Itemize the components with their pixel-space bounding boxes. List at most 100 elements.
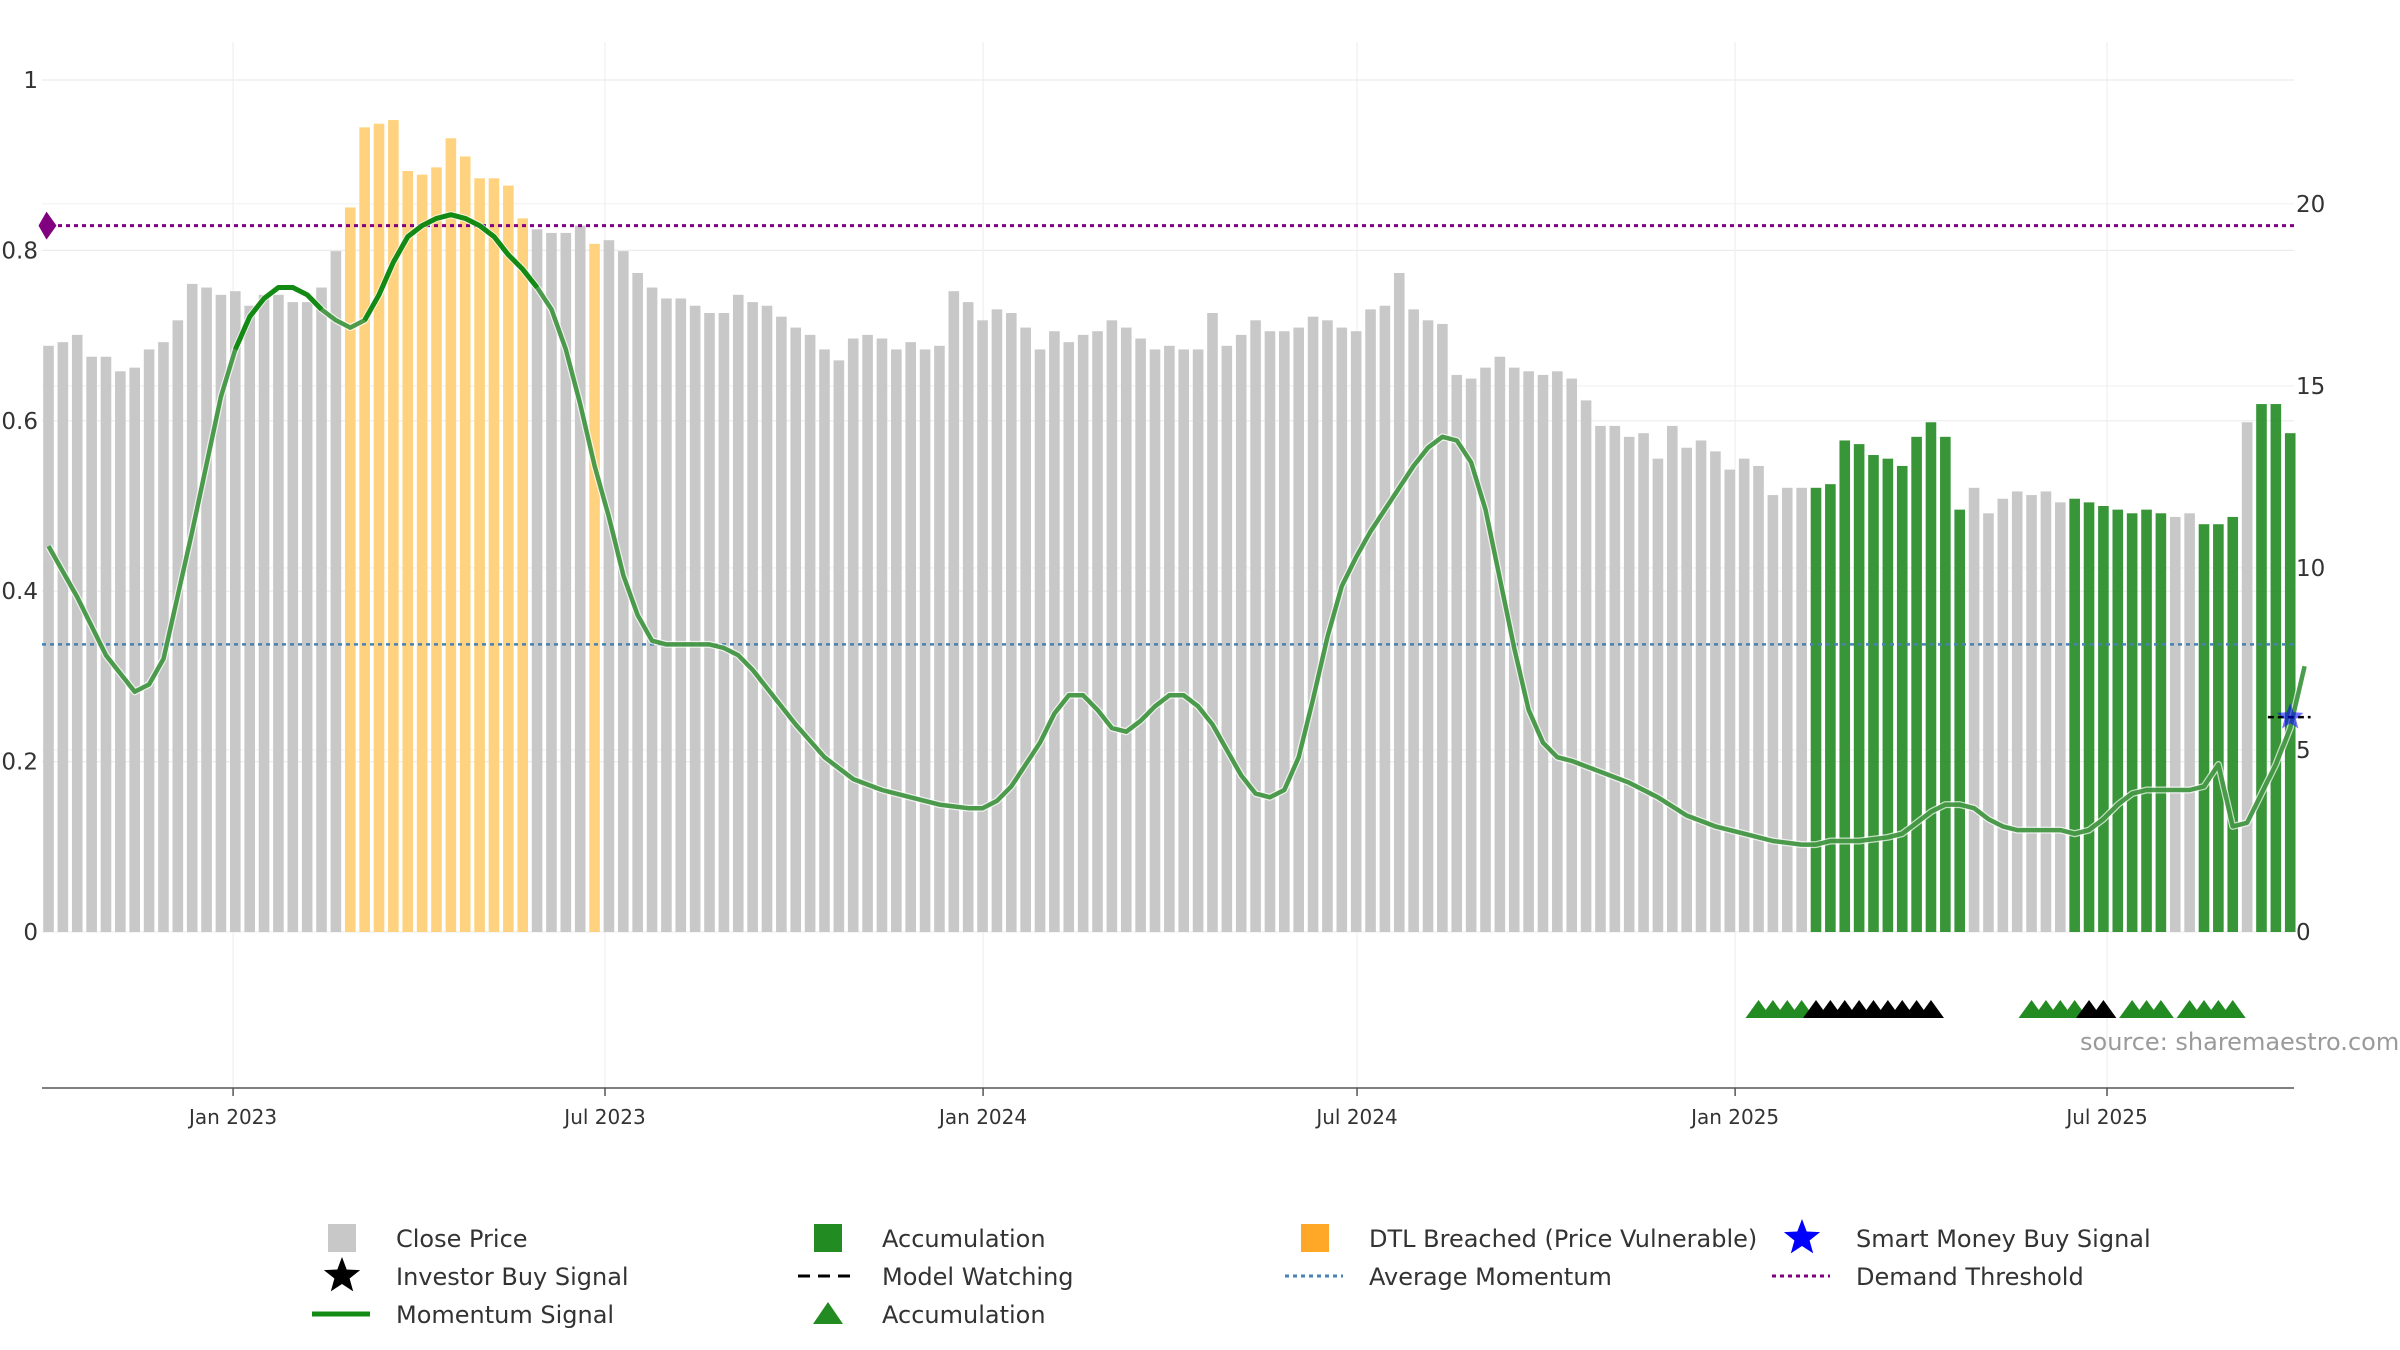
- close-price-bar: [1077, 334, 1089, 932]
- close-price-bar: [273, 294, 284, 932]
- investor-signal-marker: [1917, 1000, 1944, 1018]
- close-price-bar: [1164, 345, 1175, 932]
- accumulation-bar: [1925, 422, 1937, 932]
- close-price-bar: [1207, 313, 1218, 932]
- legend-item-watching: Model Watching: [798, 1263, 1074, 1291]
- close-price-bar: [1149, 349, 1161, 932]
- close-price-bar: [2040, 491, 2052, 932]
- close-price-bar: [804, 334, 816, 932]
- close-price-bar: [1365, 309, 1376, 932]
- close-price-bar: [776, 316, 787, 933]
- close-price-bar: [934, 345, 945, 932]
- legend-label: Average Momentum: [1369, 1263, 1612, 1291]
- close-price-swatch: [328, 1224, 356, 1252]
- close-price-bar: [603, 240, 615, 932]
- close-price-bar: [43, 345, 54, 932]
- close-price-bar: [1293, 327, 1304, 933]
- legend-item-smart: Smart Money Buy Signal: [1783, 1219, 2151, 1254]
- close-price-bar: [1580, 400, 1592, 932]
- close-price-bar: [1020, 327, 1031, 933]
- right-tick-label: 15: [2296, 374, 2325, 400]
- legend-label: Accumulation: [882, 1225, 1046, 1253]
- accumulation-bar: [1839, 440, 1851, 932]
- demand-threshold-marker: [38, 211, 57, 240]
- legend-label: Smart Money Buy Signal: [1856, 1225, 2151, 1253]
- close-price-bar: [158, 342, 169, 933]
- close-price-bar: [1307, 316, 1319, 933]
- accumulation-bar: [1868, 455, 1879, 932]
- close-price-bar: [100, 356, 112, 932]
- close-price-bar: [301, 302, 313, 933]
- close-price-bar: [991, 309, 1003, 932]
- left-tick-label: 0.4: [1, 579, 38, 605]
- accumulation-bar: [2126, 513, 2138, 932]
- close-price-bar: [1523, 371, 1534, 932]
- close-price-bar: [1997, 498, 2009, 932]
- close-price-bar: [287, 302, 299, 933]
- dtl-breached-bar: [388, 120, 399, 933]
- x-tick-label: Jan 2023: [187, 1105, 277, 1129]
- close-price-bar: [1552, 371, 1563, 932]
- close-price-bar: [1480, 367, 1491, 933]
- close-price-bar: [1336, 327, 1348, 933]
- close-price-bar: [1049, 331, 1060, 932]
- close-price-bar: [258, 294, 270, 932]
- accumulation-bar: [1825, 484, 1836, 932]
- black-star-icon: [323, 1257, 361, 1292]
- close-price-bar: [891, 349, 902, 932]
- left-tick-label: 0: [23, 920, 38, 946]
- close-price-bar: [948, 291, 960, 933]
- accumulation-bar: [1810, 487, 1822, 932]
- close-price-bar: [718, 313, 730, 932]
- close-price-bar: [833, 360, 845, 932]
- close-price-bar: [1667, 425, 1678, 932]
- momentum-strong-segment: [362, 212, 540, 322]
- close-price-bar: [2241, 422, 2253, 932]
- close-price-bar: [230, 291, 241, 933]
- close-price-bar: [546, 232, 557, 932]
- close-price-bar: [862, 334, 873, 932]
- accumulation-bar: [2284, 433, 2296, 932]
- close-price-bar: [847, 338, 859, 932]
- close-price-bar: [919, 349, 931, 932]
- left-tick-label: 0.6: [1, 409, 38, 435]
- legend-item-accumulation_bar: Accumulation: [814, 1224, 1046, 1253]
- close-price-bar: [57, 342, 69, 933]
- signal-markers: [38, 211, 2304, 1018]
- close-price-bar: [1063, 342, 1075, 933]
- dtl-breached-bar: [459, 156, 471, 932]
- close-price-bar: [201, 287, 212, 932]
- right-tick-label: 10: [2296, 556, 2325, 582]
- close-price-bar: [1753, 465, 1764, 932]
- close-price-bar: [1106, 320, 1118, 932]
- close-price-bar: [1983, 513, 1994, 932]
- close-price-bar: [330, 251, 342, 933]
- triangle-icon: [813, 1302, 843, 1324]
- accumulation-swatch: [814, 1224, 842, 1252]
- left-tick-label: 1: [23, 68, 38, 94]
- close-price-bar: [115, 371, 126, 932]
- dtl-breached-bar: [416, 174, 428, 932]
- legend-item-demand: Demand Threshold: [1772, 1263, 2084, 1291]
- close-price-bar: [1422, 320, 1434, 932]
- close-price-bar: [1781, 487, 1793, 932]
- close-price-bar: [2184, 513, 2195, 932]
- close-price-bar: [689, 305, 701, 932]
- close-price-bar: [1609, 425, 1621, 932]
- close-price-bar: [2011, 491, 2023, 932]
- legend-item-close: Close Price: [328, 1224, 528, 1253]
- dtl-breached-bar: [402, 171, 414, 932]
- price-bars: [43, 120, 2296, 933]
- close-price-bar: [2169, 516, 2181, 932]
- dtl-breached-bar: [517, 218, 529, 932]
- smart-money-buy-signal: [2276, 703, 2304, 729]
- accumulation-bar: [2112, 509, 2124, 932]
- close-price-bar: [1250, 320, 1261, 932]
- close-price-bar: [1652, 458, 1664, 932]
- close-price-bar: [1279, 331, 1290, 932]
- close-price-bar: [186, 283, 198, 932]
- accumulation-bar: [1853, 444, 1865, 932]
- close-price-bar: [1465, 378, 1477, 933]
- accumulation-signal-marker: [2147, 1000, 2174, 1018]
